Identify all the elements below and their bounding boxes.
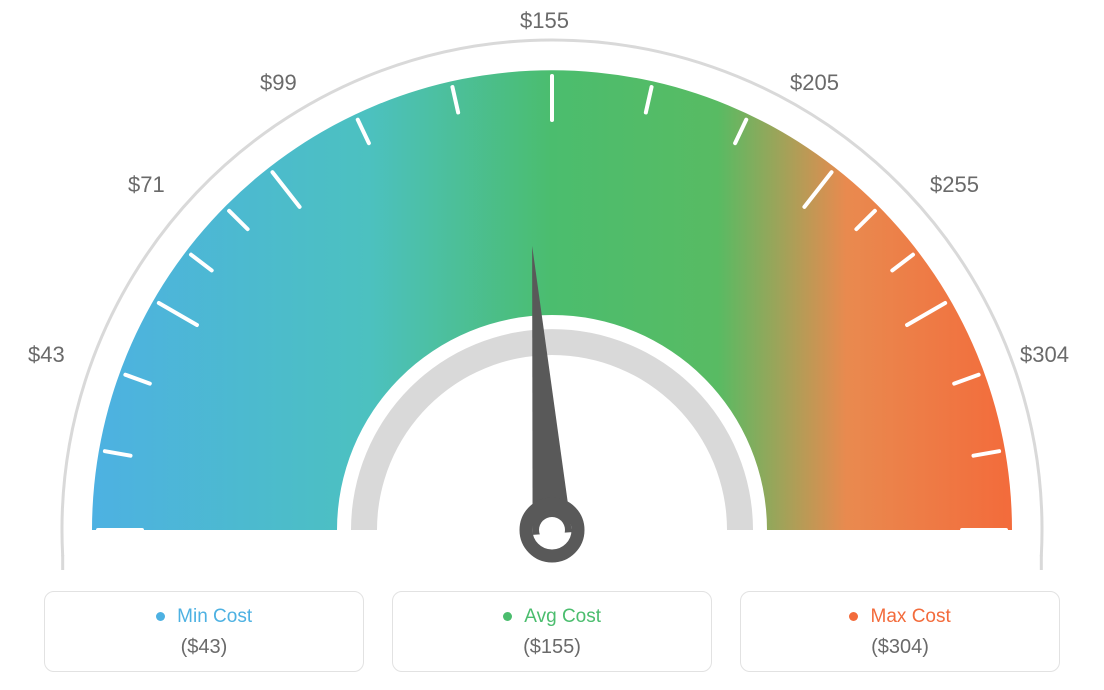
gauge-chart-container: $43 $71 $99 $155 $205 $255 $304 Min Cost ($43)… — [0, 0, 1104, 690]
legend-title-text-max: Max Cost — [871, 606, 951, 627]
legend-dot-min — [156, 612, 165, 621]
gauge-value-label: $304 — [1020, 342, 1069, 368]
gauge-value-label: $71 — [128, 172, 165, 198]
gauge-area: $43 $71 $99 $155 $205 $255 $304 — [0, 0, 1104, 570]
legend-row: Min Cost ($43) Avg Cost ($155) Max Cost … — [0, 591, 1104, 672]
legend-title-max: Max Cost — [751, 606, 1049, 628]
legend-card-min: Min Cost ($43) — [44, 591, 364, 672]
legend-title-avg: Avg Cost — [403, 606, 701, 628]
legend-card-avg: Avg Cost ($155) — [392, 591, 712, 672]
legend-value-max: ($304) — [751, 636, 1049, 659]
legend-dot-avg — [503, 612, 512, 621]
gauge-value-label: $255 — [930, 172, 979, 198]
legend-dot-max — [849, 612, 858, 621]
legend-card-max: Max Cost ($304) — [740, 591, 1060, 672]
gauge-value-label: $99 — [260, 70, 297, 96]
legend-title-min: Min Cost — [55, 606, 353, 628]
gauge-value-label: $205 — [790, 70, 839, 96]
legend-value-avg: ($155) — [403, 636, 701, 659]
legend-title-text-min: Min Cost — [177, 606, 252, 627]
legend-value-min: ($43) — [55, 636, 353, 659]
gauge-value-label: $43 — [28, 342, 65, 368]
gauge-value-label: $155 — [520, 8, 569, 34]
gauge-svg — [0, 0, 1104, 570]
legend-title-text-avg: Avg Cost — [524, 606, 601, 627]
